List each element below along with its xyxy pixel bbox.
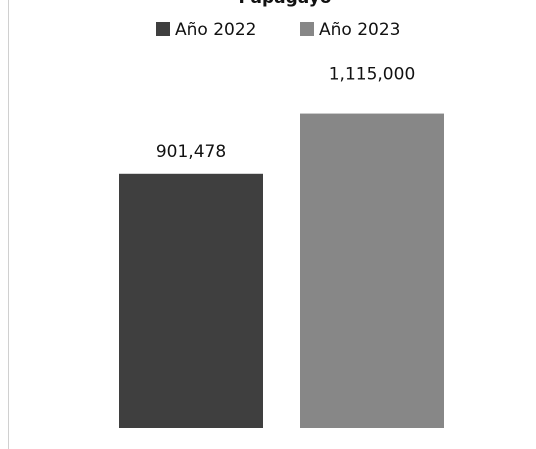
legend-swatch [300, 22, 314, 36]
bar [119, 173, 263, 428]
legend-label: Año 2023 [319, 20, 400, 40]
bar [300, 113, 444, 428]
data-label: 1,115,000 [329, 65, 416, 85]
legend-swatch [156, 22, 170, 36]
chart-title: Papagayo [239, 0, 332, 8]
legend-label: Año 2022 [175, 20, 256, 40]
data-label: 901,478 [156, 142, 226, 162]
